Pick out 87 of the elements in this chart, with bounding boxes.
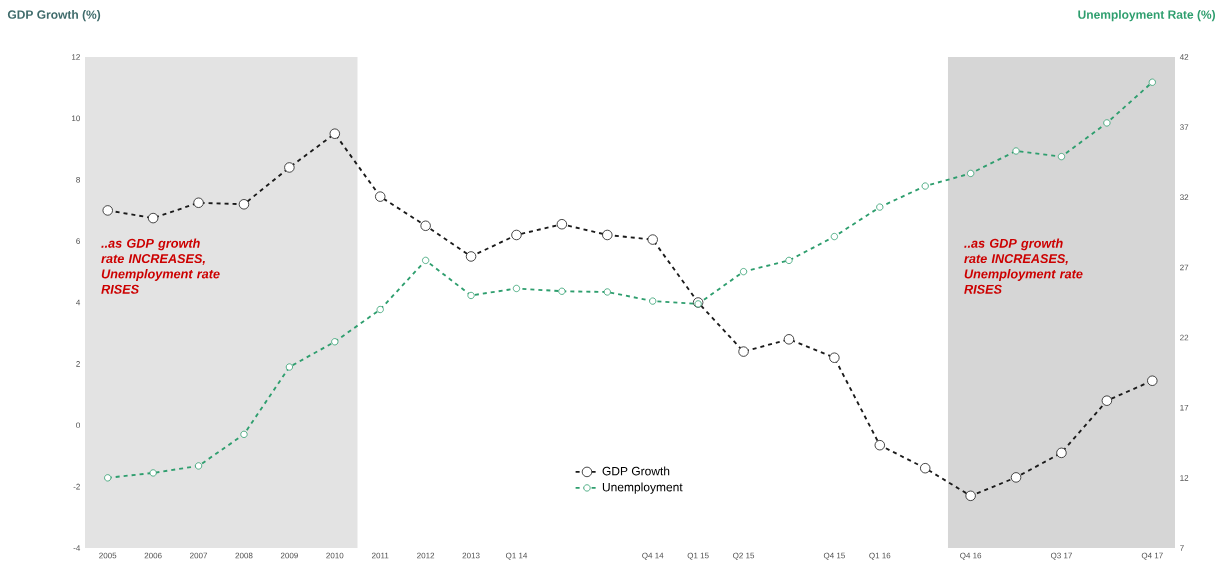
point bbox=[1147, 375, 1158, 386]
x-tick-label: Q4 16 bbox=[960, 552, 982, 560]
point bbox=[512, 284, 521, 293]
y-tick-label: 4 bbox=[76, 299, 81, 306]
point bbox=[602, 229, 613, 241]
y-tick-label: 8 bbox=[76, 176, 80, 183]
y-tick-label: -2 bbox=[73, 483, 80, 490]
point bbox=[511, 229, 522, 241]
point bbox=[331, 338, 339, 346]
y-axis-title: GDP Growth (%) bbox=[7, 10, 101, 22]
point bbox=[920, 463, 931, 474]
x-tick-label: Q4 14 bbox=[642, 552, 664, 560]
point bbox=[738, 346, 749, 357]
y2-tick-label: 17 bbox=[1180, 404, 1189, 411]
point bbox=[420, 220, 431, 231]
point bbox=[238, 199, 250, 210]
y-tick-label: 0 bbox=[76, 422, 80, 429]
point bbox=[102, 205, 113, 216]
band-label: ..as GDP growth rate INCREASES, Unemployment rate RISES bbox=[964, 238, 1083, 294]
x-tick-label: Q1 16 bbox=[869, 552, 891, 560]
point bbox=[240, 430, 248, 438]
x-tick-label: 2011 bbox=[372, 552, 389, 559]
point bbox=[465, 251, 477, 262]
point bbox=[876, 203, 884, 211]
y-tick-label: 12 bbox=[72, 54, 80, 60]
y2-tick-label: 12 bbox=[1180, 475, 1189, 481]
point bbox=[422, 256, 430, 264]
point bbox=[921, 182, 929, 190]
point bbox=[739, 268, 748, 276]
point bbox=[603, 288, 611, 296]
x-tick-label: 2010 bbox=[326, 552, 344, 559]
point bbox=[967, 169, 975, 178]
point bbox=[285, 363, 293, 371]
x-tick-label: 2008 bbox=[235, 552, 253, 559]
point bbox=[1148, 78, 1156, 86]
y2-tick-label: 7 bbox=[1180, 545, 1184, 551]
point bbox=[783, 334, 795, 345]
x-tick-label: Q1 15 bbox=[687, 552, 709, 560]
point bbox=[1057, 152, 1066, 161]
y2-tick-label: 42 bbox=[1179, 54, 1189, 60]
point bbox=[376, 305, 384, 314]
x-tick-label: 2005 bbox=[99, 552, 117, 559]
x-tick-label: 2007 bbox=[190, 552, 208, 559]
y2-tick-label: 32 bbox=[1180, 194, 1189, 201]
x-tick-label: Q4 15 bbox=[823, 552, 845, 560]
y2-tick-label: 27 bbox=[1180, 264, 1189, 271]
point bbox=[104, 474, 112, 482]
point bbox=[1056, 447, 1067, 459]
point bbox=[874, 439, 885, 451]
point bbox=[830, 232, 838, 241]
x-tick-label: 2012 bbox=[417, 552, 435, 559]
point bbox=[649, 297, 657, 305]
point bbox=[785, 256, 793, 264]
y2-tick-label: 37 bbox=[1180, 124, 1189, 130]
point bbox=[467, 291, 475, 300]
y2-axis-title: Unemployment Rate (%) bbox=[1078, 10, 1216, 22]
point bbox=[829, 352, 840, 363]
point bbox=[558, 287, 566, 295]
y2-tick-label: 22 bbox=[1180, 334, 1189, 341]
x-tick-label: 2013 bbox=[462, 552, 480, 559]
point bbox=[1103, 119, 1111, 127]
x-tick-label: Q2 15 bbox=[733, 552, 755, 560]
point bbox=[193, 197, 204, 208]
point bbox=[965, 490, 976, 502]
point bbox=[1010, 472, 1022, 483]
point bbox=[647, 234, 658, 245]
point bbox=[194, 462, 203, 470]
y-tick-label: -4 bbox=[73, 545, 81, 551]
y-tick-label: 10 bbox=[72, 115, 80, 122]
point bbox=[284, 162, 295, 173]
point bbox=[1101, 395, 1113, 406]
point bbox=[147, 212, 159, 224]
legend-label: GDP Growth bbox=[602, 466, 670, 476]
x-tick-label: 2009 bbox=[280, 552, 298, 559]
x-tick-label: Q1 14 bbox=[505, 552, 528, 560]
legend-label: Unemployment bbox=[602, 482, 683, 494]
point bbox=[1012, 147, 1020, 155]
y-tick-label: 6 bbox=[76, 238, 80, 244]
x-tick-label: 2006 bbox=[144, 552, 162, 559]
band-label: ..as GDP growth rate INCREASES, Unemployment rate RISES bbox=[101, 238, 220, 294]
x-tick-label: Q3 17 bbox=[1050, 552, 1072, 560]
point bbox=[375, 191, 386, 202]
point bbox=[149, 469, 157, 477]
point bbox=[329, 128, 340, 139]
point bbox=[556, 219, 568, 230]
y-tick-label: 2 bbox=[76, 361, 80, 367]
x-tick-label: Q4 17 bbox=[1141, 552, 1163, 560]
